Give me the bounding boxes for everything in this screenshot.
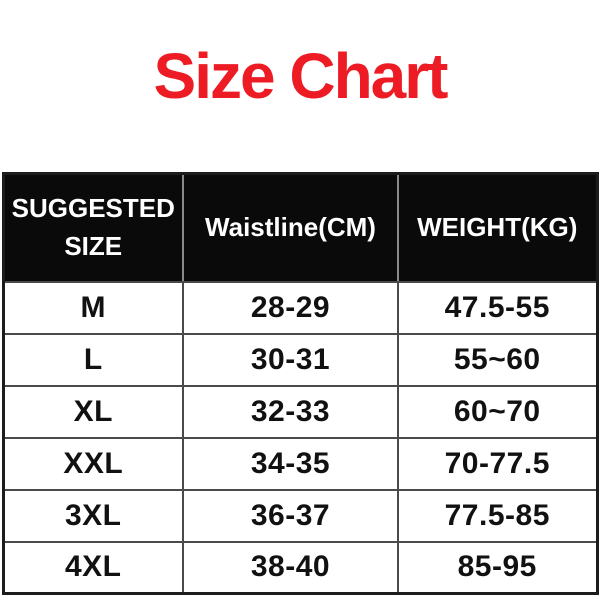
table-row: XXL 34-35 70-77.5 <box>2 436 598 491</box>
size-cell: M <box>2 280 184 335</box>
table-row: L 30-31 55~60 <box>2 332 598 387</box>
weight-cell: 47.5-55 <box>397 280 598 335</box>
col-header-weight: WEIGHT(KG) <box>397 173 598 283</box>
weight-cell: 55~60 <box>397 332 598 387</box>
page-title: Size Chart <box>153 40 449 112</box>
col-header-suggested-size: SUGGESTED SIZE <box>2 173 184 283</box>
table-header-row: SUGGESTED SIZE Waistline(CM) WEIGHT(KG) <box>2 173 598 283</box>
table-row: 4XL 38-40 85-95 <box>2 540 598 595</box>
weight-cell: 77.5-85 <box>397 488 598 543</box>
waistline-cell: 30-31 <box>182 332 399 387</box>
table-row: 3XL 36-37 77.5-85 <box>2 488 598 543</box>
weight-cell: 60~70 <box>397 384 598 439</box>
size-chart-table: SUGGESTED SIZE Waistline(CM) WEIGHT(KG) … <box>1 172 599 595</box>
size-cell: XL <box>2 384 184 439</box>
size-cell: L <box>2 332 184 387</box>
size-cell: XXL <box>2 436 184 491</box>
weight-cell: 85-95 <box>397 540 598 595</box>
waistline-cell: 32-33 <box>182 384 399 439</box>
waistline-cell: 38-40 <box>182 540 399 595</box>
table-row: XL 32-33 60~70 <box>2 384 598 439</box>
col-header-waistline: Waistline(CM) <box>182 173 399 283</box>
weight-cell: 70-77.5 <box>397 436 598 491</box>
waistline-cell: 28-29 <box>182 280 399 335</box>
waistline-cell: 34-35 <box>182 436 399 491</box>
size-cell: 4XL <box>2 540 184 595</box>
size-cell: 3XL <box>2 488 184 543</box>
waistline-cell: 36-37 <box>182 488 399 543</box>
table-row: M 28-29 47.5-55 <box>2 280 598 335</box>
